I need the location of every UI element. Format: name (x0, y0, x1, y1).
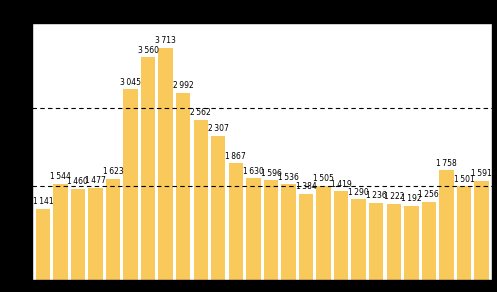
Bar (421, 201, 436, 280)
Bar (53, 184, 68, 280)
Text: 1 596: 1 596 (260, 169, 281, 178)
Bar (246, 178, 260, 280)
Text: 1 236: 1 236 (366, 191, 387, 200)
Text: 1 623: 1 623 (103, 167, 123, 176)
Bar (159, 48, 173, 280)
Text: 1 141: 1 141 (32, 197, 53, 206)
Text: 1 222: 1 222 (384, 192, 404, 201)
Text: 3 713: 3 713 (155, 36, 176, 45)
Text: 1 758: 1 758 (436, 159, 457, 168)
Bar (264, 180, 278, 280)
Text: 1 505: 1 505 (313, 175, 334, 183)
Bar (351, 199, 366, 280)
Bar (281, 184, 296, 280)
Bar (299, 194, 313, 280)
Bar (211, 136, 226, 280)
Text: 1 501: 1 501 (454, 175, 474, 184)
Text: 2 562: 2 562 (190, 108, 211, 117)
Bar (106, 179, 120, 280)
Bar (439, 170, 454, 280)
Text: 2 992: 2 992 (173, 81, 194, 90)
Text: 1 867: 1 867 (226, 152, 246, 161)
Bar (404, 206, 418, 280)
Bar (123, 89, 138, 280)
Text: 1 544: 1 544 (50, 172, 71, 181)
Text: 1 256: 1 256 (418, 190, 439, 199)
Bar (334, 191, 348, 280)
Bar (229, 163, 243, 280)
Text: 1 192: 1 192 (401, 194, 421, 203)
Text: 2 307: 2 307 (208, 124, 229, 133)
Bar (457, 186, 471, 280)
Text: 1 536: 1 536 (278, 173, 299, 182)
Text: 1 290: 1 290 (348, 188, 369, 197)
Bar (141, 57, 155, 280)
Bar (369, 203, 383, 280)
Bar (387, 204, 401, 280)
Text: 1 477: 1 477 (85, 176, 106, 185)
Bar (474, 181, 489, 280)
Text: 1 591: 1 591 (471, 169, 492, 178)
Text: 1 460: 1 460 (68, 177, 88, 186)
Bar (176, 93, 190, 280)
Bar (317, 186, 331, 280)
Text: 1 384: 1 384 (296, 182, 317, 191)
Text: 1 419: 1 419 (331, 180, 351, 189)
Bar (36, 209, 50, 280)
Bar (193, 120, 208, 280)
Text: 1 630: 1 630 (243, 167, 264, 176)
Bar (88, 188, 103, 280)
Bar (71, 189, 85, 280)
Text: 3 045: 3 045 (120, 78, 141, 87)
Text: 3 560: 3 560 (138, 46, 159, 55)
